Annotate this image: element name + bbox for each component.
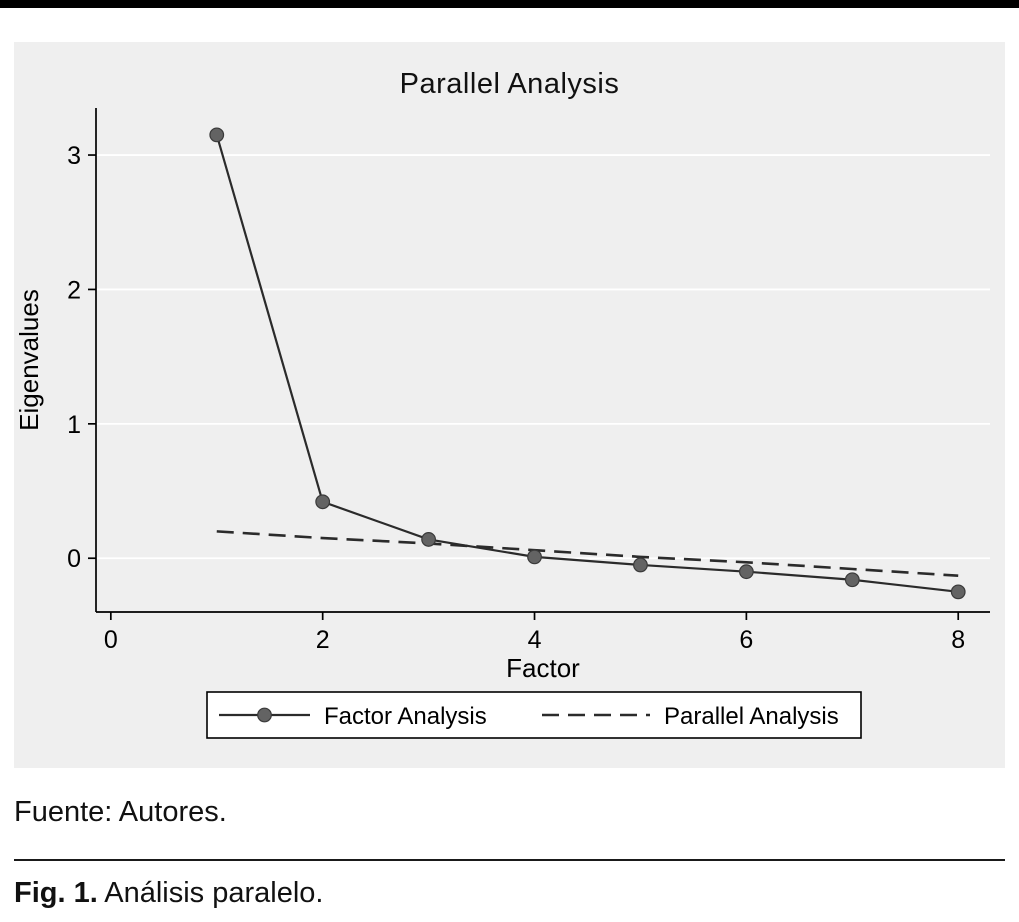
chart-canvas: 0 1 2 3 0 2 4 6 8 Factor Eigenvalues Factor Analysi… xyxy=(14,108,990,739)
y-tick-label: 3 xyxy=(67,142,81,170)
page-top-edge xyxy=(0,0,1019,8)
y-tick-label: 2 xyxy=(67,276,81,304)
legend-label: Factor Analysis xyxy=(324,703,487,730)
data-point-marker xyxy=(421,532,437,547)
data-point-marker xyxy=(844,572,860,588)
series-line-solid xyxy=(215,134,959,593)
data-point-marker xyxy=(633,557,648,573)
x-tick-label: 2 xyxy=(316,626,330,654)
caption-area: Fuente: Autores. Fig. 1. Análisis parale… xyxy=(14,768,1005,910)
x-tick-label: 6 xyxy=(739,626,753,654)
y-tick-label: 1 xyxy=(67,411,81,439)
source-note: Fuente: Autores. xyxy=(14,796,227,828)
caption-divider xyxy=(14,859,1005,861)
legend-box xyxy=(206,691,862,739)
y-axis-title: Eigenvalues xyxy=(14,289,44,431)
figure-caption-label: Fig. 1. xyxy=(14,877,98,909)
series-line-dashed xyxy=(216,530,959,578)
x-tick-label: 4 xyxy=(528,626,542,654)
data-point-marker xyxy=(209,127,225,143)
x-tick-label: 8 xyxy=(951,626,965,654)
x-axis-title: Factor xyxy=(506,653,580,683)
chart-panel: Parallel Analysis 0 1 2 3 0 2 4 6 8 Factor Eigenva… xyxy=(14,42,1005,768)
legend-label: Parallel Analysis xyxy=(664,703,839,730)
figure-caption: Fig. 1. Análisis paralelo. xyxy=(14,877,1005,910)
y-tick-label: 0 xyxy=(67,545,81,573)
x-tick-label: 0 xyxy=(104,626,118,654)
data-point-marker xyxy=(315,494,331,510)
chart-title: Parallel Analysis xyxy=(399,68,620,100)
data-point-marker xyxy=(950,584,966,600)
data-point-marker xyxy=(527,549,542,565)
legend-marker xyxy=(257,707,272,723)
data-point-marker xyxy=(738,564,754,580)
figure-caption-text: Análisis paralelo. xyxy=(97,877,324,909)
